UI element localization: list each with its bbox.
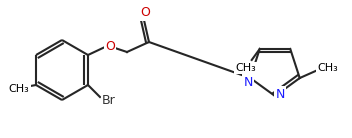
Text: O: O <box>105 39 115 52</box>
Text: O: O <box>140 6 150 19</box>
Text: Br: Br <box>102 95 116 108</box>
Text: N: N <box>275 87 285 100</box>
Text: CH₃: CH₃ <box>235 63 256 73</box>
Text: CH₃: CH₃ <box>9 84 30 94</box>
Text: N: N <box>244 75 253 89</box>
Text: CH₃: CH₃ <box>318 63 338 73</box>
